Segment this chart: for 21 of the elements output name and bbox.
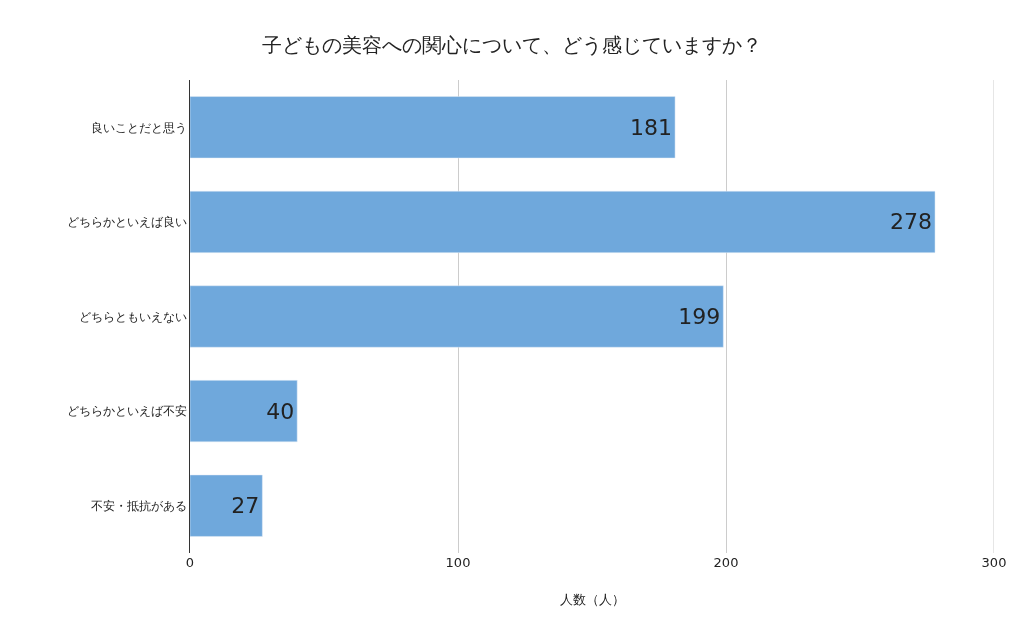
x-tick-label: 300 (981, 555, 1007, 570)
data-label: 278 (890, 209, 933, 235)
x-tick-label: 200 (713, 555, 739, 570)
bar (190, 285, 724, 348)
data-label: 199 (678, 304, 721, 330)
bar (190, 380, 298, 443)
y-tick-label: どちらかといえば良い (66, 215, 187, 230)
x-tick-label: 0 (185, 555, 195, 570)
x-tick-label: 100 (445, 555, 471, 570)
data-label: 40 (266, 398, 295, 424)
y-tick-label: 良いことだと思う (90, 120, 187, 135)
x-axis-title: 人数（人） (559, 591, 625, 607)
data-label: 27 (231, 493, 260, 519)
bar (190, 96, 676, 159)
y-tick-label: どちらかといえば不安 (66, 404, 187, 419)
bar (190, 190, 936, 253)
y-tick-label: どちらともいえない (78, 309, 187, 324)
bar (190, 474, 263, 537)
y-tick-label: 不安・抵抗がある (90, 498, 187, 513)
data-label: 181 (630, 114, 673, 140)
chart-title: 子どもの美容への関心について、どう感じていますか？ (262, 32, 762, 57)
